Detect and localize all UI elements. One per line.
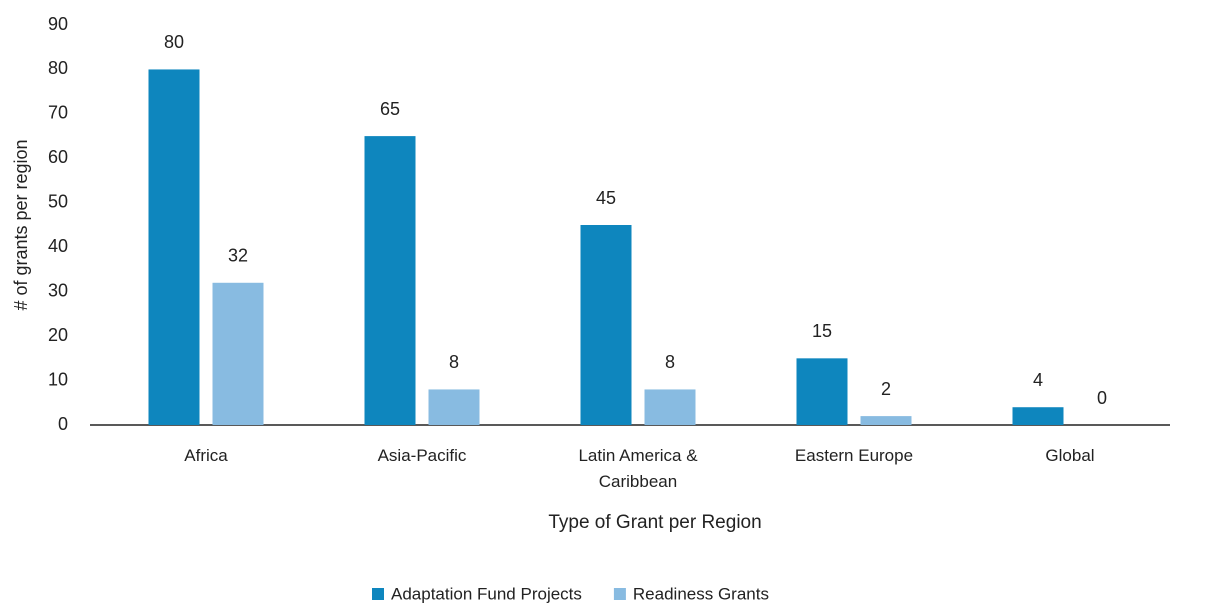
data-label: 8 xyxy=(665,352,675,372)
data-label: 4 xyxy=(1033,370,1043,390)
y-tick-label: 20 xyxy=(48,325,68,345)
data-label: 8 xyxy=(449,352,459,372)
legend-label: Readiness Grants xyxy=(633,584,769,603)
data-label: 65 xyxy=(380,99,400,119)
bar xyxy=(364,136,416,425)
y-tick-label: 70 xyxy=(48,103,68,123)
legend-swatch xyxy=(372,588,384,600)
data-label: 15 xyxy=(812,321,832,341)
data-label: 45 xyxy=(596,188,616,208)
bar xyxy=(212,282,264,425)
y-tick-label: 0 xyxy=(58,414,68,434)
y-tick-label: 10 xyxy=(48,369,68,389)
bar xyxy=(148,69,200,425)
data-label: 2 xyxy=(881,379,891,399)
y-tick-label: 90 xyxy=(48,14,68,34)
y-tick-label: 60 xyxy=(48,147,68,167)
data-label: 0 xyxy=(1097,388,1107,408)
x-tick-label: Eastern Europe xyxy=(794,446,914,465)
x-axis-title: Type of Grant per Region xyxy=(548,512,761,533)
bar xyxy=(644,389,696,425)
bar xyxy=(860,416,912,425)
bar xyxy=(796,358,848,425)
y-tick-label: 80 xyxy=(48,58,68,78)
y-axis-title: # of grants per region xyxy=(11,139,31,310)
data-label: 80 xyxy=(164,32,184,52)
legend-label: Adaptation Fund Projects xyxy=(391,584,582,603)
y-tick-label: 30 xyxy=(48,280,68,300)
data-label: 32 xyxy=(228,246,248,266)
legend-swatch xyxy=(613,588,626,600)
x-tick-label: Asia-Pacific xyxy=(377,446,467,465)
bar xyxy=(580,225,632,425)
y-tick-label: 40 xyxy=(48,236,68,256)
x-tick-label: Global xyxy=(1045,446,1095,465)
x-tick-label: Latin America & Caribbean xyxy=(578,446,698,491)
x-tick-label: Africa xyxy=(184,446,228,465)
y-tick-label: 50 xyxy=(48,192,68,212)
bar xyxy=(428,389,480,425)
bar xyxy=(1012,407,1064,425)
